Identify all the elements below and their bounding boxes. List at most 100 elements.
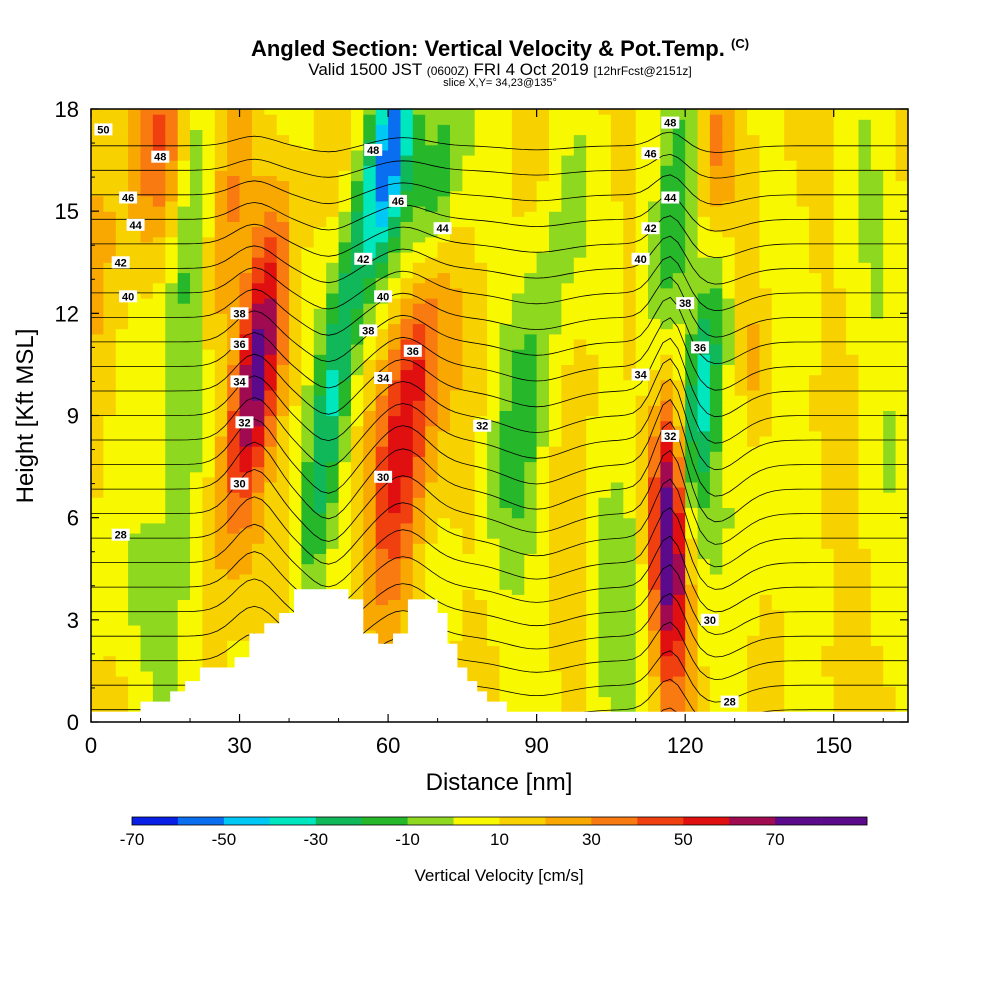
field-cell xyxy=(103,160,117,166)
field-cell xyxy=(561,282,575,289)
field-cell xyxy=(227,400,241,406)
field-cell xyxy=(487,333,501,340)
field-cell xyxy=(536,303,550,309)
field-cell xyxy=(511,614,525,621)
field-cell xyxy=(450,410,463,417)
field-cell xyxy=(586,216,600,222)
field-cell xyxy=(499,650,513,657)
field-cell xyxy=(425,272,439,279)
field-cell xyxy=(91,369,104,376)
field-cell xyxy=(425,471,439,478)
field-cell xyxy=(536,435,550,442)
field-cell xyxy=(239,446,253,452)
field-cell xyxy=(214,451,228,457)
field-cell xyxy=(388,144,402,151)
field-cell xyxy=(474,512,488,519)
field-cell xyxy=(313,456,327,463)
field-cell xyxy=(264,589,278,595)
field-cell xyxy=(239,262,253,268)
field-cell xyxy=(165,333,179,340)
field-cell xyxy=(264,456,278,463)
field-cell xyxy=(177,589,191,595)
field-cell xyxy=(549,451,562,457)
field-cell xyxy=(91,287,104,294)
field-cell xyxy=(214,533,228,539)
field-cell xyxy=(586,420,600,427)
field-cell xyxy=(338,420,352,427)
field-cell xyxy=(140,390,154,396)
field-cell xyxy=(91,318,104,325)
field-cell xyxy=(536,359,550,365)
field-cell xyxy=(586,481,600,488)
field-cell xyxy=(561,650,575,657)
field-cell xyxy=(227,614,241,621)
field-cell xyxy=(474,599,488,606)
field-cell xyxy=(103,410,117,417)
field-cell xyxy=(573,313,587,319)
field-cell xyxy=(536,466,550,473)
field-cell xyxy=(561,134,575,141)
field-cell xyxy=(462,512,476,519)
field-cell xyxy=(152,405,166,411)
field-cell xyxy=(326,318,340,325)
field-cell xyxy=(313,405,327,411)
field-cell xyxy=(598,548,612,554)
field-cell xyxy=(598,701,612,708)
field-cell xyxy=(400,277,414,284)
field-cell xyxy=(573,252,587,258)
field-cell xyxy=(474,333,488,340)
field-cell xyxy=(140,579,154,585)
field-cell xyxy=(251,420,265,427)
field-cell xyxy=(549,231,562,238)
field-cell xyxy=(140,231,154,238)
field-cell xyxy=(251,333,265,340)
field-cell xyxy=(437,487,451,493)
field-cell xyxy=(573,206,587,212)
field-cell xyxy=(190,119,203,125)
field-cell xyxy=(214,512,228,519)
field-cell xyxy=(190,292,203,299)
field-cell xyxy=(573,435,587,442)
field-cell xyxy=(511,405,525,411)
field-cell xyxy=(91,180,104,187)
field-cell xyxy=(165,390,179,396)
field-cell xyxy=(474,374,488,381)
field-cell xyxy=(524,333,538,340)
field-cell xyxy=(586,395,600,401)
field-cell xyxy=(388,160,402,166)
field-cell xyxy=(450,262,463,268)
field-cell xyxy=(549,527,562,534)
field-cell xyxy=(412,185,426,192)
field-cell xyxy=(140,252,154,258)
field-cell xyxy=(214,267,228,274)
field-cell xyxy=(351,211,364,217)
field-cell xyxy=(586,660,600,667)
field-cell xyxy=(412,134,426,141)
field-cell xyxy=(536,624,550,631)
field-cell xyxy=(276,277,290,284)
field-cell xyxy=(536,328,550,335)
field-cell xyxy=(561,670,575,677)
field-cell xyxy=(227,446,241,452)
field-cell xyxy=(351,134,364,141)
field-cell xyxy=(388,579,402,585)
field-cell xyxy=(251,129,265,136)
field-cell xyxy=(227,246,241,253)
field-cell xyxy=(251,165,265,171)
field-cell xyxy=(165,451,179,457)
field-cell xyxy=(524,425,538,432)
field-cell xyxy=(499,548,513,554)
field-cell xyxy=(152,109,166,115)
field-cell xyxy=(598,430,612,437)
field-cell xyxy=(91,512,104,519)
field-cell xyxy=(152,282,166,289)
field-cell xyxy=(450,211,463,217)
field-cell xyxy=(549,175,562,182)
field-cell xyxy=(91,527,104,534)
field-cell xyxy=(177,272,191,279)
field-cell xyxy=(561,354,575,360)
field-cell xyxy=(152,512,166,519)
field-cell xyxy=(115,246,129,253)
field-cell xyxy=(103,676,117,682)
field-cell xyxy=(363,533,377,539)
